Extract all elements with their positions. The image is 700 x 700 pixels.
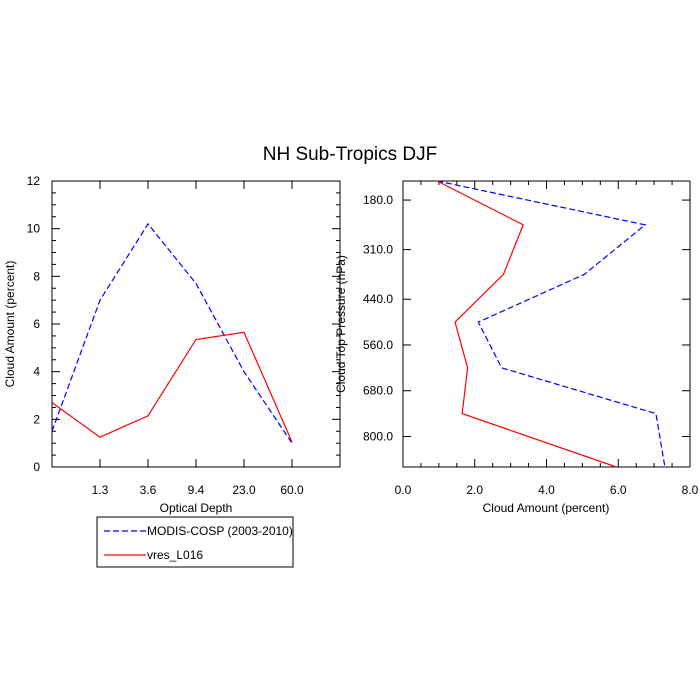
left-panel: 1.3 3.6 9.4 23.0 60.0 0 2 4 6 8 10 12 Optical Dept… xyxy=(3,174,341,515)
left-x-axis-label: Optical Depth xyxy=(160,501,233,515)
right-tick-marks xyxy=(402,181,691,467)
right-x-tick-label: 2.0 xyxy=(466,483,483,497)
right-y-axis-label: Cloud Top Pressure (hPa) xyxy=(334,255,348,393)
right-x-tick-label: 6.0 xyxy=(610,483,627,497)
left-x-tick-label: 23.0 xyxy=(232,483,256,497)
left-x-tick-label: 3.6 xyxy=(140,483,157,497)
legend-label-vres: vres_L016 xyxy=(147,548,203,562)
left-y-tick-label: 8 xyxy=(33,269,40,283)
legend-label-modis: MODIS-COSP (2003-2010) xyxy=(147,524,293,538)
left-series-lines xyxy=(51,222,293,444)
left-series-modis-line xyxy=(51,222,293,444)
right-x-tick-label: 8.0 xyxy=(682,483,699,497)
right-y-tick-label: 440.0 xyxy=(363,292,393,306)
left-y-tick-label: 2 xyxy=(33,412,40,426)
right-y-tick-label: 680.0 xyxy=(363,384,393,398)
legend: MODIS-COSP (2003-2010) vres_L016 xyxy=(96,516,294,568)
right-y-tick-label: 310.0 xyxy=(363,243,393,257)
right-y-tick-label: 180.0 xyxy=(363,193,393,207)
right-series-lines xyxy=(436,180,666,468)
right-plot-frame xyxy=(402,180,691,468)
right-x-axis-label: Cloud Amount (percent) xyxy=(483,501,610,515)
left-tick-marks xyxy=(51,180,341,468)
left-plot-frame xyxy=(51,180,341,468)
right-x-tick-labels: 0.0 2.0 4.0 6.0 8.0 xyxy=(395,483,699,497)
right-panel: 0.0 2.0 4.0 6.0 8.0 180.0 310.0 440.0 560.0 680.… xyxy=(334,180,699,515)
left-x-tick-label: 9.4 xyxy=(188,483,205,497)
left-x-tick-label: 60.0 xyxy=(280,483,304,497)
right-series-vres-line xyxy=(436,180,617,468)
right-y-tick-label: 560.0 xyxy=(363,338,393,352)
left-y-tick-label: 10 xyxy=(27,222,41,236)
right-y-tick-label: 800.0 xyxy=(363,429,393,443)
right-series-modis-line xyxy=(436,180,666,468)
right-x-tick-label: 0.0 xyxy=(395,483,412,497)
left-x-tick-label: 1.3 xyxy=(92,483,109,497)
left-y-tick-label: 12 xyxy=(27,174,41,188)
left-y-tick-labels: 0 2 4 6 8 10 12 xyxy=(27,174,41,474)
left-y-tick-label: 4 xyxy=(33,365,40,379)
left-x-tick-labels: 1.3 3.6 9.4 23.0 60.0 xyxy=(92,483,304,497)
left-series-vres-line xyxy=(51,331,293,443)
right-x-tick-label: 4.0 xyxy=(538,483,555,497)
left-y-tick-label: 6 xyxy=(33,317,40,331)
right-y-tick-labels: 180.0 310.0 440.0 560.0 680.0 800.0 xyxy=(363,193,393,443)
legend-box xyxy=(96,516,294,568)
left-y-tick-label: 0 xyxy=(33,460,40,474)
left-y-axis-label: Cloud Amount (percent) xyxy=(3,261,17,388)
chart-title: NH Sub-Tropics DJF xyxy=(263,144,438,165)
